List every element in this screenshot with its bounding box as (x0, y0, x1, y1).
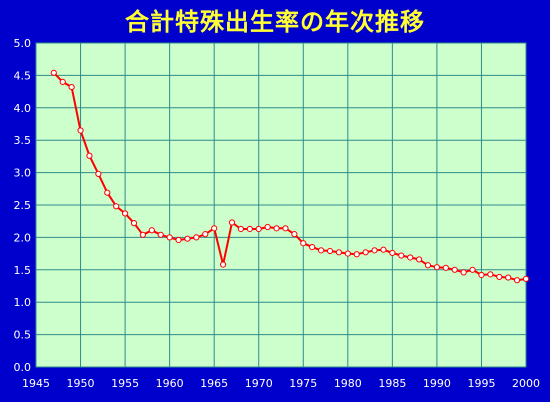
data-point (237, 225, 245, 233)
y-tick-label: 3.5 (14, 134, 32, 147)
x-tick-label: 2000 (512, 377, 540, 390)
data-point (130, 220, 138, 227)
data-point (255, 225, 262, 233)
x-tick-label: 1945 (22, 377, 50, 390)
y-tick-label: 5.0 (14, 37, 32, 50)
data-point (496, 273, 503, 281)
data-point (184, 235, 191, 242)
y-tick-label: 4.0 (14, 102, 32, 115)
data-point (202, 231, 209, 238)
y-tick-label: 3.0 (14, 167, 32, 180)
y-tick-label: 2.0 (14, 231, 32, 244)
data-point (219, 261, 227, 268)
data-point (487, 271, 494, 278)
data-point (380, 246, 387, 253)
data-point (104, 189, 111, 196)
data-point (300, 240, 307, 247)
data-point (193, 234, 200, 241)
data-point (460, 269, 467, 276)
data-point (50, 69, 57, 76)
data-point (442, 264, 449, 271)
y-tick-label: 2.5 (14, 199, 32, 212)
data-point (522, 275, 530, 282)
x-tick-label: 1980 (334, 377, 362, 390)
data-point (415, 256, 423, 263)
data-point (478, 271, 485, 279)
data-point (86, 152, 93, 159)
data-point (344, 250, 351, 257)
data-point (371, 247, 378, 254)
data-point (513, 277, 521, 284)
data-point (309, 244, 316, 251)
data-point (335, 249, 343, 256)
data-point (362, 249, 369, 256)
data-point (398, 252, 405, 259)
data-point (264, 223, 271, 231)
y-tick-label: 4.5 (14, 69, 32, 82)
x-tick-label: 1960 (156, 377, 184, 390)
x-tick-label: 1970 (245, 377, 273, 390)
data-point (326, 247, 334, 255)
x-tick-label: 1995 (467, 377, 495, 390)
data-point (148, 227, 155, 234)
y-tick-label: 0.5 (14, 329, 32, 342)
x-tick-label: 1985 (378, 377, 406, 390)
data-point (77, 127, 84, 134)
data-point (166, 234, 173, 241)
data-point (59, 78, 66, 85)
data-point (433, 264, 441, 271)
x-tick-label: 1965 (200, 377, 228, 390)
data-point (139, 231, 147, 238)
y-tick-label: 1.5 (14, 264, 32, 277)
axis-tick-labels: 1945 1950 1955 1960 1965 1970 1975 1980 1985 1990… (14, 37, 541, 390)
data-point (211, 225, 218, 232)
data-point (291, 231, 298, 238)
data-point (389, 249, 396, 257)
data-point (246, 225, 253, 233)
y-tick-label: 1.0 (14, 296, 32, 309)
x-tick-label: 1955 (111, 377, 139, 390)
data-point (113, 203, 120, 210)
data-point (95, 170, 102, 177)
x-tick-label: 1990 (423, 377, 451, 390)
data-point (121, 210, 129, 217)
data-point (175, 236, 182, 244)
data-point (228, 219, 236, 226)
data-point (282, 225, 289, 232)
x-tick-label: 1975 (289, 377, 317, 390)
series-layer (50, 69, 530, 284)
data-point (157, 231, 164, 238)
data-point (407, 254, 414, 261)
data-point (424, 262, 432, 269)
x-tick-label: 1950 (67, 377, 95, 390)
data-point (451, 266, 458, 273)
data-point (469, 266, 476, 273)
data-point (273, 225, 280, 232)
data-point (68, 83, 75, 91)
chart-title: 合計特殊出生率の年次推移 (125, 7, 425, 36)
data-point (353, 251, 360, 258)
y-tick-label: 0.0 (14, 361, 32, 374)
data-point (505, 274, 512, 281)
data-point (317, 247, 325, 254)
